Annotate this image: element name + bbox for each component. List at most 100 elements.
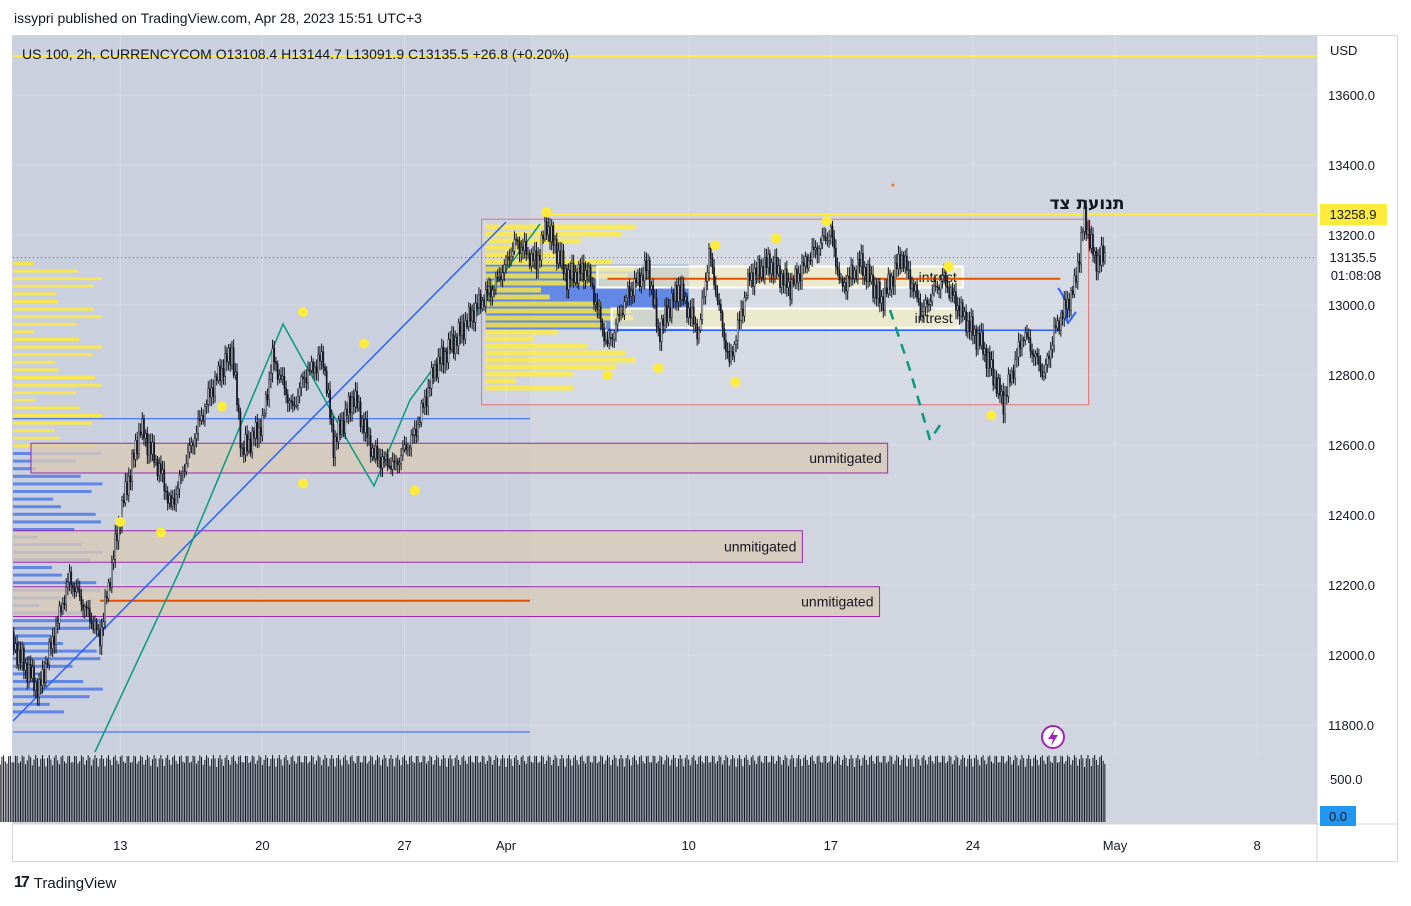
candle-body [132, 453, 135, 460]
candle-body [510, 256, 512, 261]
candle-body [94, 621, 96, 631]
candle-body [6, 643, 7, 655]
candle-body [941, 275, 944, 280]
candle-body [261, 415, 264, 436]
candle-body [841, 278, 844, 287]
candle-body [242, 447, 245, 455]
candle-body [82, 604, 84, 611]
candle-body [452, 334, 455, 354]
lightning-icon[interactable] [1041, 725, 1065, 749]
candle-body [148, 442, 150, 456]
candle-body [334, 436, 336, 458]
candle-body [170, 495, 172, 507]
candle-body [154, 459, 157, 463]
candle-body [405, 444, 408, 451]
x-tick-label: 20 [255, 838, 269, 853]
candle-body [579, 264, 582, 274]
candle-body [711, 258, 714, 268]
candle-body [681, 283, 683, 300]
candle-body [650, 285, 653, 290]
candle-body [217, 365, 220, 381]
candle-body [56, 622, 59, 626]
y-tick-label: 13400.0 [1328, 158, 1375, 173]
candle-body [973, 328, 976, 336]
volume-profile-bar [13, 626, 91, 630]
candle-body [674, 284, 677, 302]
range-profile-bar [485, 301, 601, 307]
candle-body [857, 259, 859, 280]
candle-body [17, 649, 20, 665]
candle-body [1002, 390, 1005, 415]
candle-body [616, 314, 619, 325]
candle-body [562, 250, 565, 274]
candle-body [319, 354, 321, 362]
candle-body [968, 320, 971, 332]
candle-body [1024, 332, 1027, 341]
candle-body [823, 235, 825, 238]
x-tick-label: May [1103, 838, 1128, 853]
candle-body [934, 285, 937, 288]
candle-body [324, 366, 326, 372]
candle-body [251, 430, 254, 453]
candle-body [97, 628, 100, 631]
candle-body [728, 351, 731, 362]
candle-body [530, 253, 533, 267]
candle-body [533, 250, 536, 261]
candle-body [349, 396, 352, 414]
candle-body [220, 368, 223, 382]
candle-body [802, 262, 805, 267]
candle-body [796, 268, 798, 284]
candle-body [395, 460, 397, 463]
candle-body [1076, 261, 1079, 283]
candle-body [858, 259, 861, 267]
candle-body [68, 571, 71, 583]
candle-body [99, 628, 101, 647]
candle-body [109, 582, 112, 588]
candle-body [173, 497, 176, 505]
candle-body [875, 284, 878, 299]
tradingview-logo[interactable]: 17 TradingView [14, 874, 116, 892]
candle-body [804, 256, 807, 267]
candle-body [256, 422, 259, 440]
candle-body [344, 408, 347, 434]
candle-body [41, 669, 44, 686]
zone-unmitigated [13, 530, 803, 563]
candle-body [429, 387, 431, 389]
volume-profile-bar [13, 573, 62, 577]
y-tick-label: 12400.0 [1328, 508, 1375, 523]
candle-body [129, 475, 132, 482]
candle-body [895, 262, 898, 270]
candle-body [70, 571, 73, 586]
candle-body [843, 281, 846, 287]
candle-body [975, 328, 978, 350]
volume-profile-bar [13, 330, 35, 334]
candle-body [388, 465, 391, 468]
candle-body [899, 253, 902, 269]
candle-body [557, 250, 560, 264]
candle-body [34, 681, 37, 691]
candle-body [307, 370, 309, 384]
publisher-line: issypri published on TradingView.com, Ap… [14, 10, 422, 26]
candle-body [124, 481, 127, 504]
candle-body [872, 274, 874, 299]
range-profile-bar [485, 259, 612, 265]
range-profile-bar [485, 287, 541, 293]
candle-body [870, 274, 873, 282]
candle-body [330, 418, 333, 425]
candle-body [219, 365, 221, 382]
candle-body [755, 267, 758, 276]
candle-body [461, 322, 463, 336]
candle-body [880, 296, 883, 304]
candle-body [667, 307, 670, 323]
candle-body [840, 278, 842, 281]
candle-body [1027, 337, 1030, 339]
volume-profile-bar [13, 710, 65, 714]
candle-body [273, 348, 276, 363]
candle-body [83, 606, 86, 611]
candle-body [320, 351, 323, 362]
swing-point-marker [541, 207, 552, 218]
candle-body [149, 442, 152, 455]
volume-profile-bar [13, 642, 63, 645]
candle-body [195, 432, 198, 439]
